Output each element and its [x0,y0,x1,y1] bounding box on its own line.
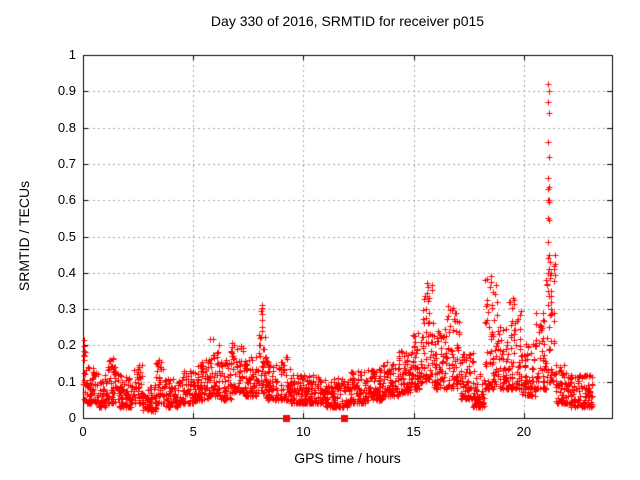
x-tick-label: 10 [296,424,311,439]
y-tick-label: 0.7 [57,155,76,171]
y-tick-label: 0.3 [57,301,76,317]
x-axis-label: GPS time / hours [294,450,401,466]
y-tick-label: 0 [68,410,76,425]
y-tick-label: 0.1 [57,373,76,389]
y-tick-label: 0.5 [57,228,76,244]
x-tick-label: 15 [406,424,421,439]
y-tick-label: 0.9 [57,83,76,99]
x-tick-label: 5 [189,424,197,439]
y-tick-label: 1 [68,47,76,62]
y-tick-label: 0.4 [57,264,76,280]
y-tick-label: 0.6 [57,192,76,208]
x-tick-label: 20 [516,424,532,439]
x-tick-label: 0 [79,424,87,439]
y-tick-label: 0.2 [57,337,76,353]
y-tick-label: 0.8 [57,119,76,135]
